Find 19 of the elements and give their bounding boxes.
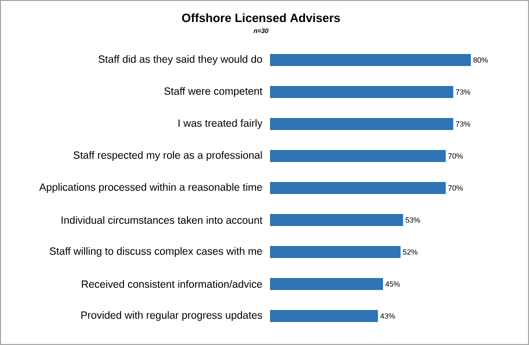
bar	[270, 86, 454, 98]
y-tick-label: Individual circumstances taken into account	[62, 216, 262, 224]
bar	[270, 150, 446, 162]
chart-title: Offshore Licensed Advisers	[182, 13, 340, 22]
y-tick-label: Staff did as they said they would do	[98, 55, 262, 65]
y-tick-label: Received consistent information/advice	[82, 280, 262, 288]
bar	[270, 54, 471, 66]
y-tick-label: Provided with regular progress updates	[81, 311, 262, 321]
y-tick-label: Staff respected my role as a professional	[74, 151, 262, 161]
bar	[270, 118, 454, 130]
y-tick-label: Staff were competent	[164, 87, 262, 97]
bar	[270, 278, 383, 290]
bar	[270, 182, 446, 194]
bar	[270, 310, 378, 322]
y-tick-label: I was treated fairly	[178, 119, 262, 129]
y-tick-label: Staff willing to discuss complex cases with me	[50, 247, 262, 257]
bar	[270, 214, 404, 226]
y-tick-label: Applications processed within a reasonable time	[39, 183, 262, 193]
bar	[270, 246, 401, 258]
